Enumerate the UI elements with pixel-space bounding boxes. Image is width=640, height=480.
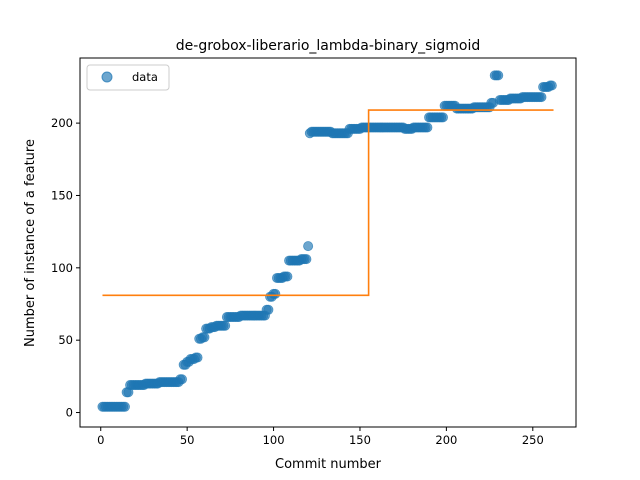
data-point (437, 112, 448, 123)
x-axis-ticks: 0 50 100 150 200 250 (97, 427, 544, 447)
data-point (119, 401, 130, 412)
data-point (536, 92, 547, 103)
legend-label-data: data (132, 70, 158, 84)
fit-line-path (102, 109, 554, 297)
plot-area (79, 57, 577, 428)
plot-background (80, 58, 576, 427)
data-point (301, 254, 312, 265)
legend: data (86, 64, 170, 91)
x-tick-label: 50 (180, 433, 195, 447)
legend-marker (101, 71, 113, 83)
x-tick-label: 250 (522, 433, 544, 447)
x-axis-label: Commit number (275, 457, 382, 472)
y-axis-label: Number of instance of a feature (23, 139, 38, 347)
x-tick-label: 150 (349, 433, 371, 447)
x-tick-label: 100 (263, 433, 285, 447)
data-point (176, 374, 187, 385)
y-tick-label: 100 (51, 261, 73, 275)
plot-frame (79, 57, 577, 428)
data-point (546, 80, 557, 91)
data-point (263, 304, 274, 315)
data-point (303, 241, 314, 252)
data-point (493, 70, 504, 81)
data-point (199, 332, 210, 343)
data-point (422, 122, 433, 133)
y-tick-label: 0 (66, 406, 73, 420)
y-tick-label: 50 (58, 333, 73, 347)
y-axis-ticks: 0 50 100 150 200 (51, 116, 80, 420)
data-point (220, 320, 231, 331)
data-points (97, 70, 557, 412)
fit-line (102, 109, 554, 297)
x-tick-label: 200 (435, 433, 457, 447)
y-tick-label: 200 (51, 116, 73, 130)
data-point (270, 288, 281, 299)
data-point (192, 352, 203, 363)
chart-title: de-grobox-liberario_lambda-binary_sigmoi… (176, 38, 480, 54)
legend-box (86, 64, 170, 91)
data-point (282, 271, 293, 282)
x-tick-label: 0 (97, 433, 104, 447)
y-tick-label: 150 (51, 188, 73, 202)
